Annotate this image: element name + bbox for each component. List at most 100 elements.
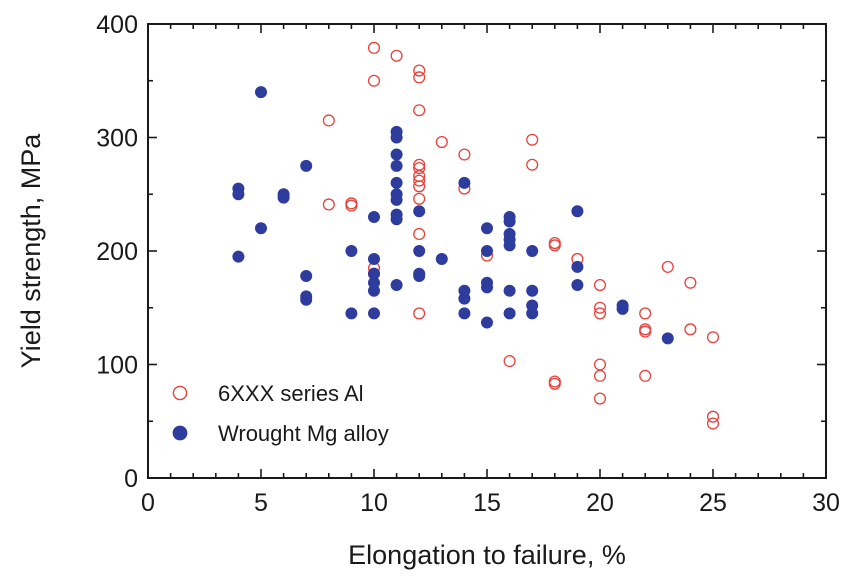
- y-axis-ticks: 0 100 200 300 400: [96, 11, 826, 493]
- 6xxx-series-al-point: [548, 239, 561, 252]
- 6xxx-series-al-point: [413, 71, 426, 84]
- 6xxx-series-al-point: [413, 192, 426, 205]
- 6xxx-series-al-point: [593, 307, 607, 320]
- x-tick-label: 30: [812, 489, 840, 517]
- 6xxx-series-al-point: [413, 162, 426, 175]
- 6xxx-series-al-point: [548, 237, 561, 250]
- wrought-mg-alloy-point: [413, 244, 426, 257]
- wrought-mg-alloy-point: [435, 252, 448, 265]
- wrought-mg-alloy-point: [480, 244, 493, 257]
- wrought-mg-alloy-point: [571, 260, 584, 273]
- wrought-mg-alloy-point: [300, 293, 313, 306]
- wrought-mg-alloy-point: [367, 210, 380, 223]
- wrought-mg-alloy-point: [503, 239, 516, 252]
- 6xxx-series-al-point: [367, 41, 381, 54]
- wrought-mg-alloy-point: [300, 269, 313, 282]
- 6xxx-series-al-point: [345, 197, 358, 210]
- wrought-mg-alloy-point: [480, 281, 493, 294]
- wrought-mg-alloy-point: [413, 205, 426, 218]
- data-points: [232, 41, 720, 430]
- 6xxx-series-al-point: [322, 198, 335, 211]
- wrought-mg-alloy-point: [367, 252, 380, 265]
- x-tick-label: 20: [586, 489, 614, 517]
- wrought-mg-alloy-point: [526, 284, 539, 297]
- plot-area-frame: [147, 23, 827, 479]
- 6xxx-series-al-point: [526, 158, 539, 171]
- wrought-mg-alloy-point: [571, 279, 584, 292]
- wrought-mg-alloy-point: [503, 307, 516, 320]
- wrought-mg-alloy-point: [616, 302, 629, 315]
- x-tick-label: 25: [699, 489, 727, 517]
- 6xxx-series-al-point: [413, 227, 426, 241]
- x-tick-label: 5: [254, 489, 268, 517]
- wrought-mg-alloy-point: [503, 215, 516, 228]
- x-tick-label: 10: [360, 489, 388, 517]
- 6xxx-series-al-point: [639, 369, 652, 382]
- wrought-mg-alloy-point: [232, 188, 245, 201]
- wrought-mg-alloy-point: [345, 244, 358, 257]
- x-axis-label: Elongation to failure, %: [348, 540, 626, 570]
- wrought-mg-alloy-point: [503, 284, 516, 297]
- wrought-mg-alloy-point: [526, 244, 539, 257]
- 6xxx-series-al-point: [413, 64, 426, 77]
- 6xxx-series-al-point: [413, 104, 426, 117]
- wrought-mg-alloy-point: [458, 307, 471, 320]
- x-tick-label: 15: [473, 489, 501, 517]
- 6xxx-series-al-point: [458, 148, 471, 161]
- wrought-mg-alloy-point: [390, 176, 403, 189]
- wrought-mg-alloy-point: [390, 131, 403, 144]
- 6xxx-series-al-point: [390, 49, 403, 62]
- 6xxx-series-al-point: [593, 369, 607, 382]
- legend: 6XXX series Al Wrought Mg alloy: [172, 381, 389, 446]
- wrought-mg-alloy-point: [480, 222, 493, 235]
- wrought-mg-alloy-point: [254, 222, 267, 235]
- y-tick-label: 200: [96, 238, 138, 266]
- x-tick-label: 0: [141, 489, 155, 517]
- wrought-mg-alloy-point: [254, 86, 267, 99]
- 6xxx-series-al-point: [435, 135, 448, 149]
- wrought-mg-alloy-point: [458, 176, 471, 189]
- wrought-mg-alloy-point: [390, 279, 403, 292]
- 6xxx-series-al-point: [413, 174, 426, 187]
- 6xxx-series-al-point: [593, 301, 607, 314]
- y-tick-label: 400: [96, 11, 138, 39]
- 6xxx-series-al-point: [661, 260, 674, 273]
- wrought-mg-alloy-point: [232, 250, 245, 263]
- 6xxx-series-al-point: [593, 278, 607, 292]
- legend-marker: [172, 385, 188, 401]
- 6xxx-series-al-point: [593, 392, 607, 405]
- 6xxx-series-al-point: [684, 276, 697, 289]
- legend-marker: [172, 425, 188, 441]
- 6xxx-series-al-point: [684, 323, 697, 336]
- 6xxx-series-al-point: [503, 355, 516, 368]
- wrought-mg-alloy-point: [390, 148, 403, 161]
- wrought-mg-alloy-point: [390, 193, 403, 206]
- wrought-mg-alloy-point: [367, 284, 380, 297]
- legend-label: 6XXX series Al: [218, 381, 364, 406]
- 6xxx-series-al-point: [706, 410, 720, 423]
- wrought-mg-alloy-point: [458, 292, 471, 305]
- 6xxx-series-al-point: [593, 358, 607, 371]
- 6xxx-series-al-point: [367, 74, 381, 87]
- y-axis-label: Yield strength, MPa: [16, 133, 46, 369]
- 6xxx-series-al-point: [322, 114, 335, 127]
- wrought-mg-alloy-point: [413, 269, 426, 282]
- 6xxx-series-al-point: [345, 199, 358, 212]
- 6xxx-series-al-point: [639, 307, 652, 320]
- y-tick-label: 0: [124, 465, 138, 493]
- 6xxx-series-al-point: [413, 180, 426, 193]
- 6xxx-series-al-point: [706, 417, 720, 430]
- 6xxx-series-al-point: [548, 375, 561, 388]
- 6xxx-series-al-point: [706, 331, 720, 344]
- wrought-mg-alloy-point: [367, 307, 380, 320]
- y-tick-label: 300: [96, 125, 138, 153]
- 6xxx-series-al-point: [413, 307, 426, 320]
- wrought-mg-alloy-point: [526, 307, 539, 320]
- wrought-mg-alloy-point: [345, 307, 358, 320]
- wrought-mg-alloy-point: [300, 159, 313, 172]
- wrought-mg-alloy-point: [661, 332, 674, 345]
- y-tick-label: 100: [96, 352, 138, 380]
- 6xxx-series-al-point: [526, 133, 539, 146]
- wrought-mg-alloy-point: [390, 213, 403, 226]
